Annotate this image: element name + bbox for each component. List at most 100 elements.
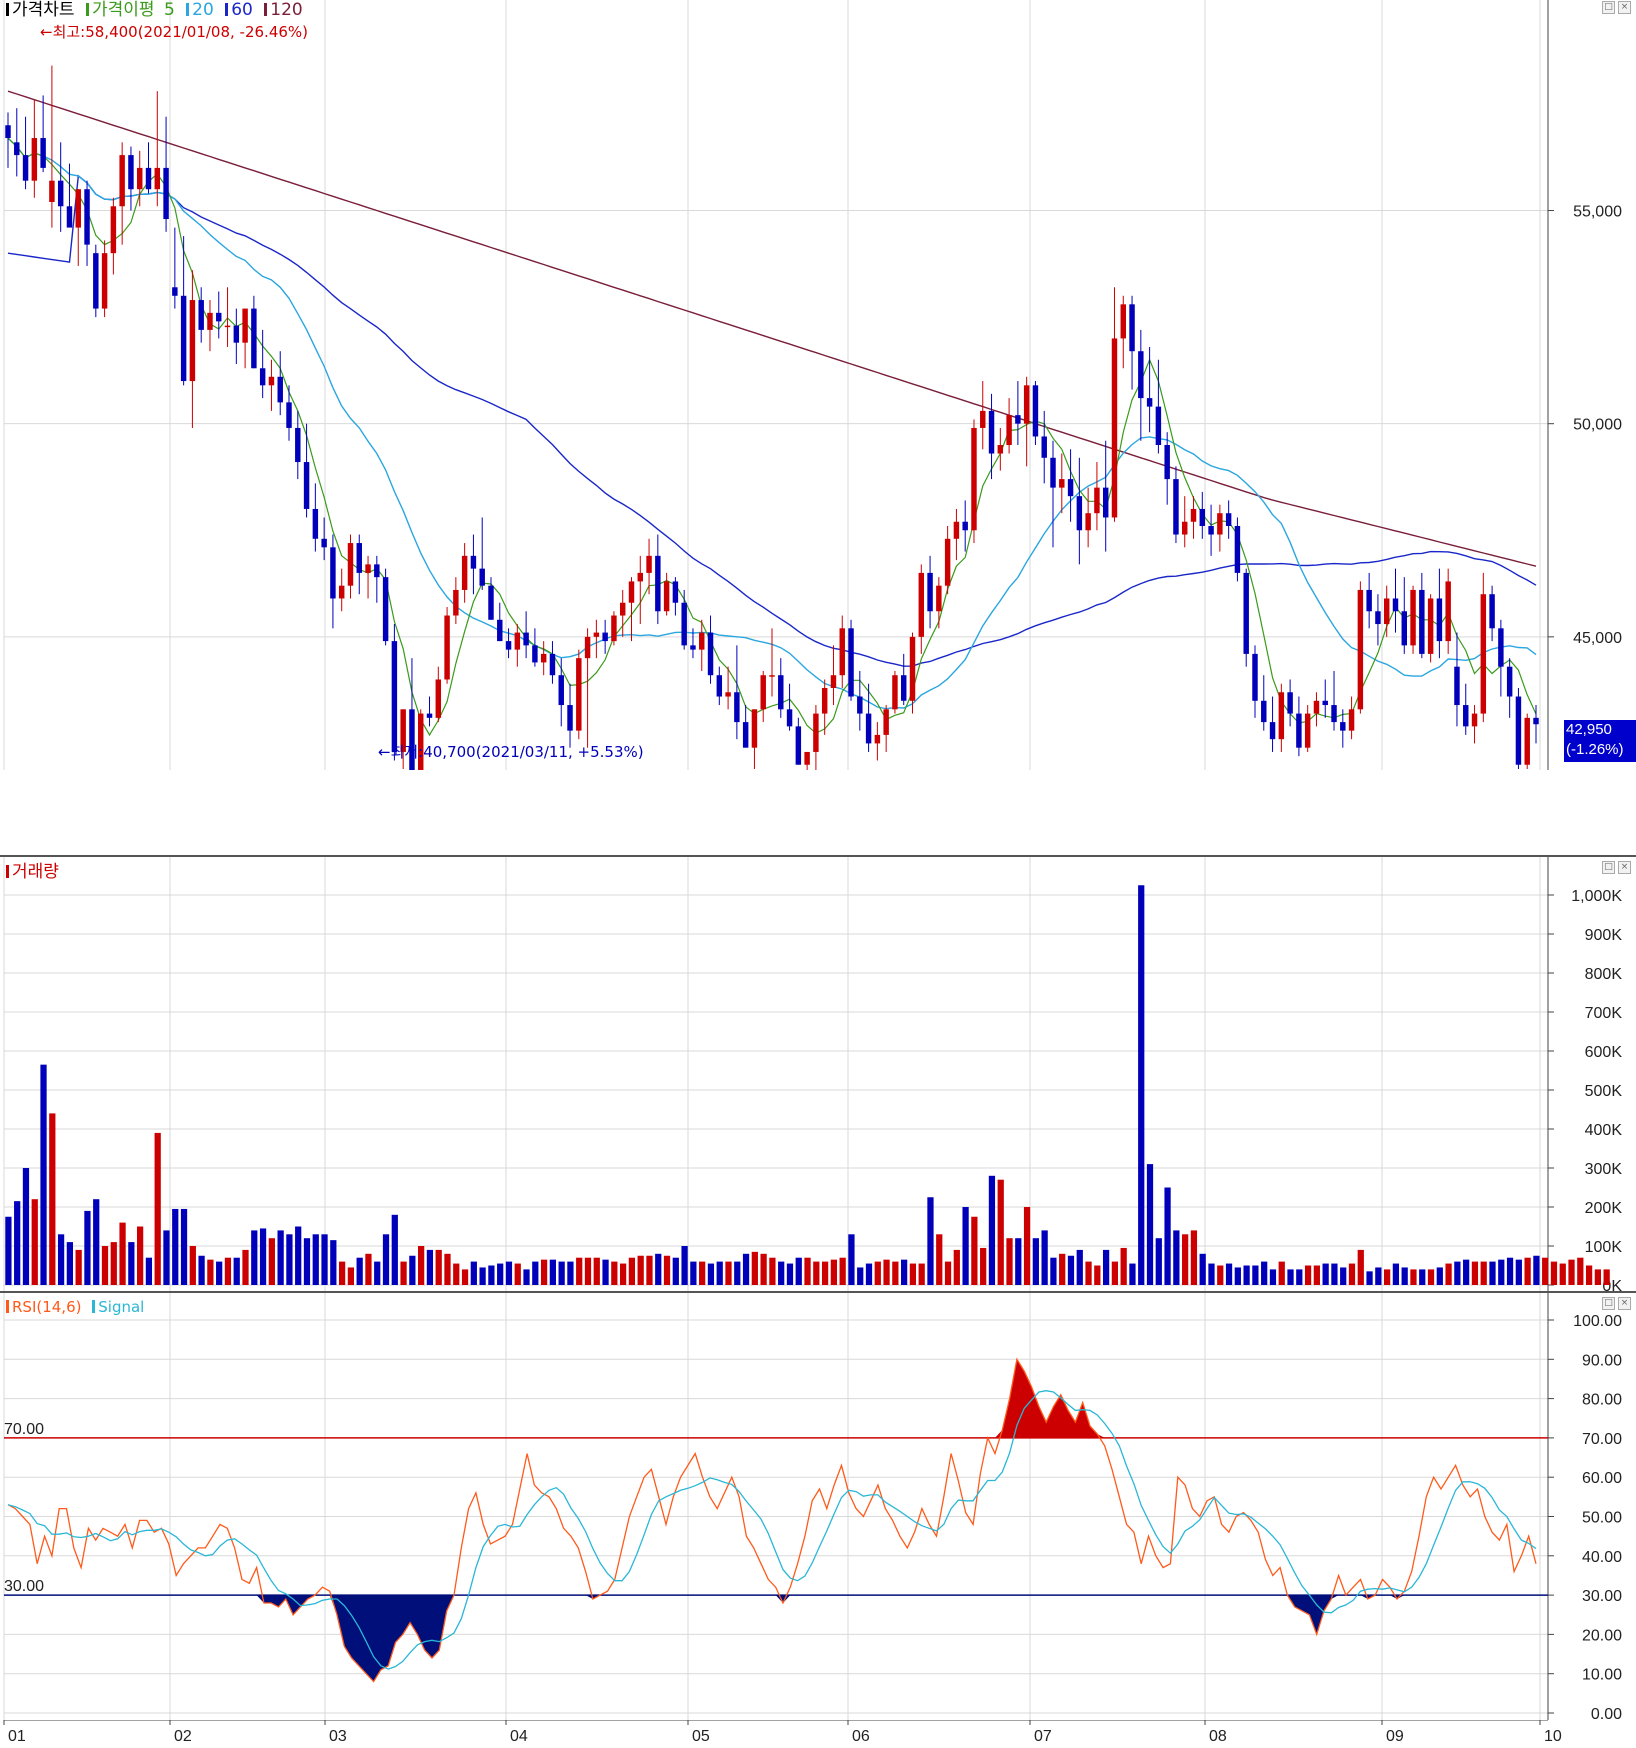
- candle-body: [1401, 611, 1407, 646]
- candle-body: [382, 577, 389, 642]
- volume-chart-panel[interactable]: 1,000K 900K 800K 700K 600K 500K 400K 300K 200K 10…: [0, 857, 1636, 1291]
- volume-legend: 거래량: [6, 862, 59, 882]
- volume-bar: [1296, 1269, 1303, 1285]
- candle-body: [619, 602, 626, 616]
- volume-bar: [22, 1168, 30, 1285]
- candle-body: [751, 709, 758, 748]
- volume-bar: [505, 1261, 513, 1285]
- candle-body: [883, 709, 889, 735]
- rsi-tick-label: 90.00: [1582, 1352, 1622, 1369]
- volume-bar: [233, 1257, 240, 1285]
- candle-body: [848, 628, 854, 697]
- volume-bar: [1252, 1265, 1259, 1285]
- candle-body: [1533, 717, 1539, 725]
- candle-body: [892, 675, 898, 710]
- volume-bar: [242, 1249, 249, 1285]
- signal-line: [7, 1390, 1537, 1670]
- ma20-legend: 20: [192, 0, 214, 20]
- candle-body: [1357, 589, 1364, 710]
- volume-bar: [1225, 1263, 1233, 1285]
- candle-body: [1515, 696, 1522, 765]
- maximize-icon[interactable]: □: [1602, 1, 1615, 14]
- candle-body: [804, 751, 810, 765]
- volume-bar: [1463, 1259, 1470, 1285]
- volume-bar: [1542, 1257, 1549, 1285]
- volume-bar: [1427, 1269, 1435, 1285]
- volume-bar: [444, 1253, 451, 1285]
- volume-bar: [119, 1222, 126, 1285]
- volume-bar: [1287, 1269, 1294, 1285]
- volume-bar: [75, 1249, 82, 1285]
- close-icon[interactable]: ×: [1618, 861, 1631, 874]
- candle-body: [549, 653, 556, 676]
- volume-bar: [1533, 1255, 1540, 1285]
- volume-tick-label: 700K: [1585, 1005, 1623, 1022]
- candle-body: [409, 709, 415, 770]
- volume-tick-label: 600K: [1585, 1044, 1623, 1061]
- volume-bar: [971, 1216, 978, 1285]
- volume-bar: [453, 1263, 460, 1285]
- volume-bar: [1603, 1269, 1610, 1285]
- candle-body: [1076, 496, 1083, 531]
- volume-bar: [470, 1261, 477, 1285]
- candle-body: [1410, 589, 1416, 646]
- candle-body: [488, 585, 494, 620]
- candle-body: [251, 308, 257, 369]
- volume-bar: [663, 1255, 671, 1285]
- candle-body: [1445, 581, 1451, 642]
- rsi-tick-label: 30.00: [1582, 1588, 1622, 1605]
- price-legend-title: 가격차트: [12, 0, 75, 20]
- candle-body: [128, 155, 134, 190]
- candle-body: [1173, 479, 1179, 535]
- rsi-chart-panel[interactable]: 100.00 90.00 80.00 70.00 60.00 50.00 40.00 30.0…: [0, 1293, 1636, 1720]
- candle-body: [119, 155, 125, 207]
- volume-bar: [1085, 1261, 1092, 1285]
- ma60-line: [7, 174, 1537, 667]
- candle-body: [1419, 589, 1425, 654]
- volume-bar: [1208, 1263, 1215, 1285]
- candle-body: [163, 167, 169, 220]
- candle-body: [1296, 713, 1302, 748]
- close-icon[interactable]: ×: [1618, 1297, 1631, 1310]
- candle-body: [66, 206, 73, 228]
- volume-bar: [909, 1263, 917, 1285]
- volume-bar: [435, 1249, 442, 1285]
- current-change: (-1.26%): [1566, 741, 1624, 758]
- candle-body: [426, 713, 433, 718]
- volume-bar: [655, 1253, 662, 1285]
- volume-bar: [1059, 1253, 1066, 1285]
- price-chart-panel[interactable]: 55,000 50,000 45,000: [0, 0, 1636, 770]
- volume-tick-label: 800K: [1585, 966, 1623, 983]
- candle-body: [584, 636, 591, 659]
- candle-body: [1392, 598, 1399, 612]
- candle-body: [865, 713, 872, 744]
- volume-bar: [1050, 1257, 1057, 1285]
- volume-bar: [1340, 1267, 1347, 1285]
- volume-bar: [400, 1261, 407, 1285]
- volume-bar: [418, 1246, 425, 1285]
- volume-bar: [1392, 1263, 1400, 1285]
- volume-bar: [584, 1257, 592, 1285]
- candle-body: [5, 125, 11, 139]
- maximize-icon[interactable]: □: [1602, 1297, 1615, 1310]
- volume-bar: [760, 1253, 767, 1285]
- volume-bar: [224, 1257, 232, 1285]
- volume-bar: [1173, 1230, 1180, 1285]
- volume-bar: [1304, 1265, 1312, 1285]
- volume-bar: [953, 1249, 960, 1285]
- volume-bar: [672, 1257, 679, 1285]
- volume-bar: [1506, 1257, 1514, 1285]
- close-icon[interactable]: ×: [1618, 1, 1631, 14]
- volume-bar: [962, 1207, 969, 1285]
- volume-bar: [1278, 1261, 1285, 1285]
- candle-body: [699, 632, 705, 650]
- candle-body: [1234, 526, 1241, 573]
- candle-body: [795, 726, 802, 765]
- candle-body: [655, 555, 661, 612]
- volume-bar: [189, 1246, 196, 1285]
- maximize-icon[interactable]: □: [1602, 861, 1615, 874]
- panel-divider[interactable]: [0, 1291, 1636, 1293]
- candle-body: [57, 180, 64, 207]
- panel-divider[interactable]: [0, 855, 1636, 857]
- x-tick-label: 08: [1209, 1728, 1227, 1745]
